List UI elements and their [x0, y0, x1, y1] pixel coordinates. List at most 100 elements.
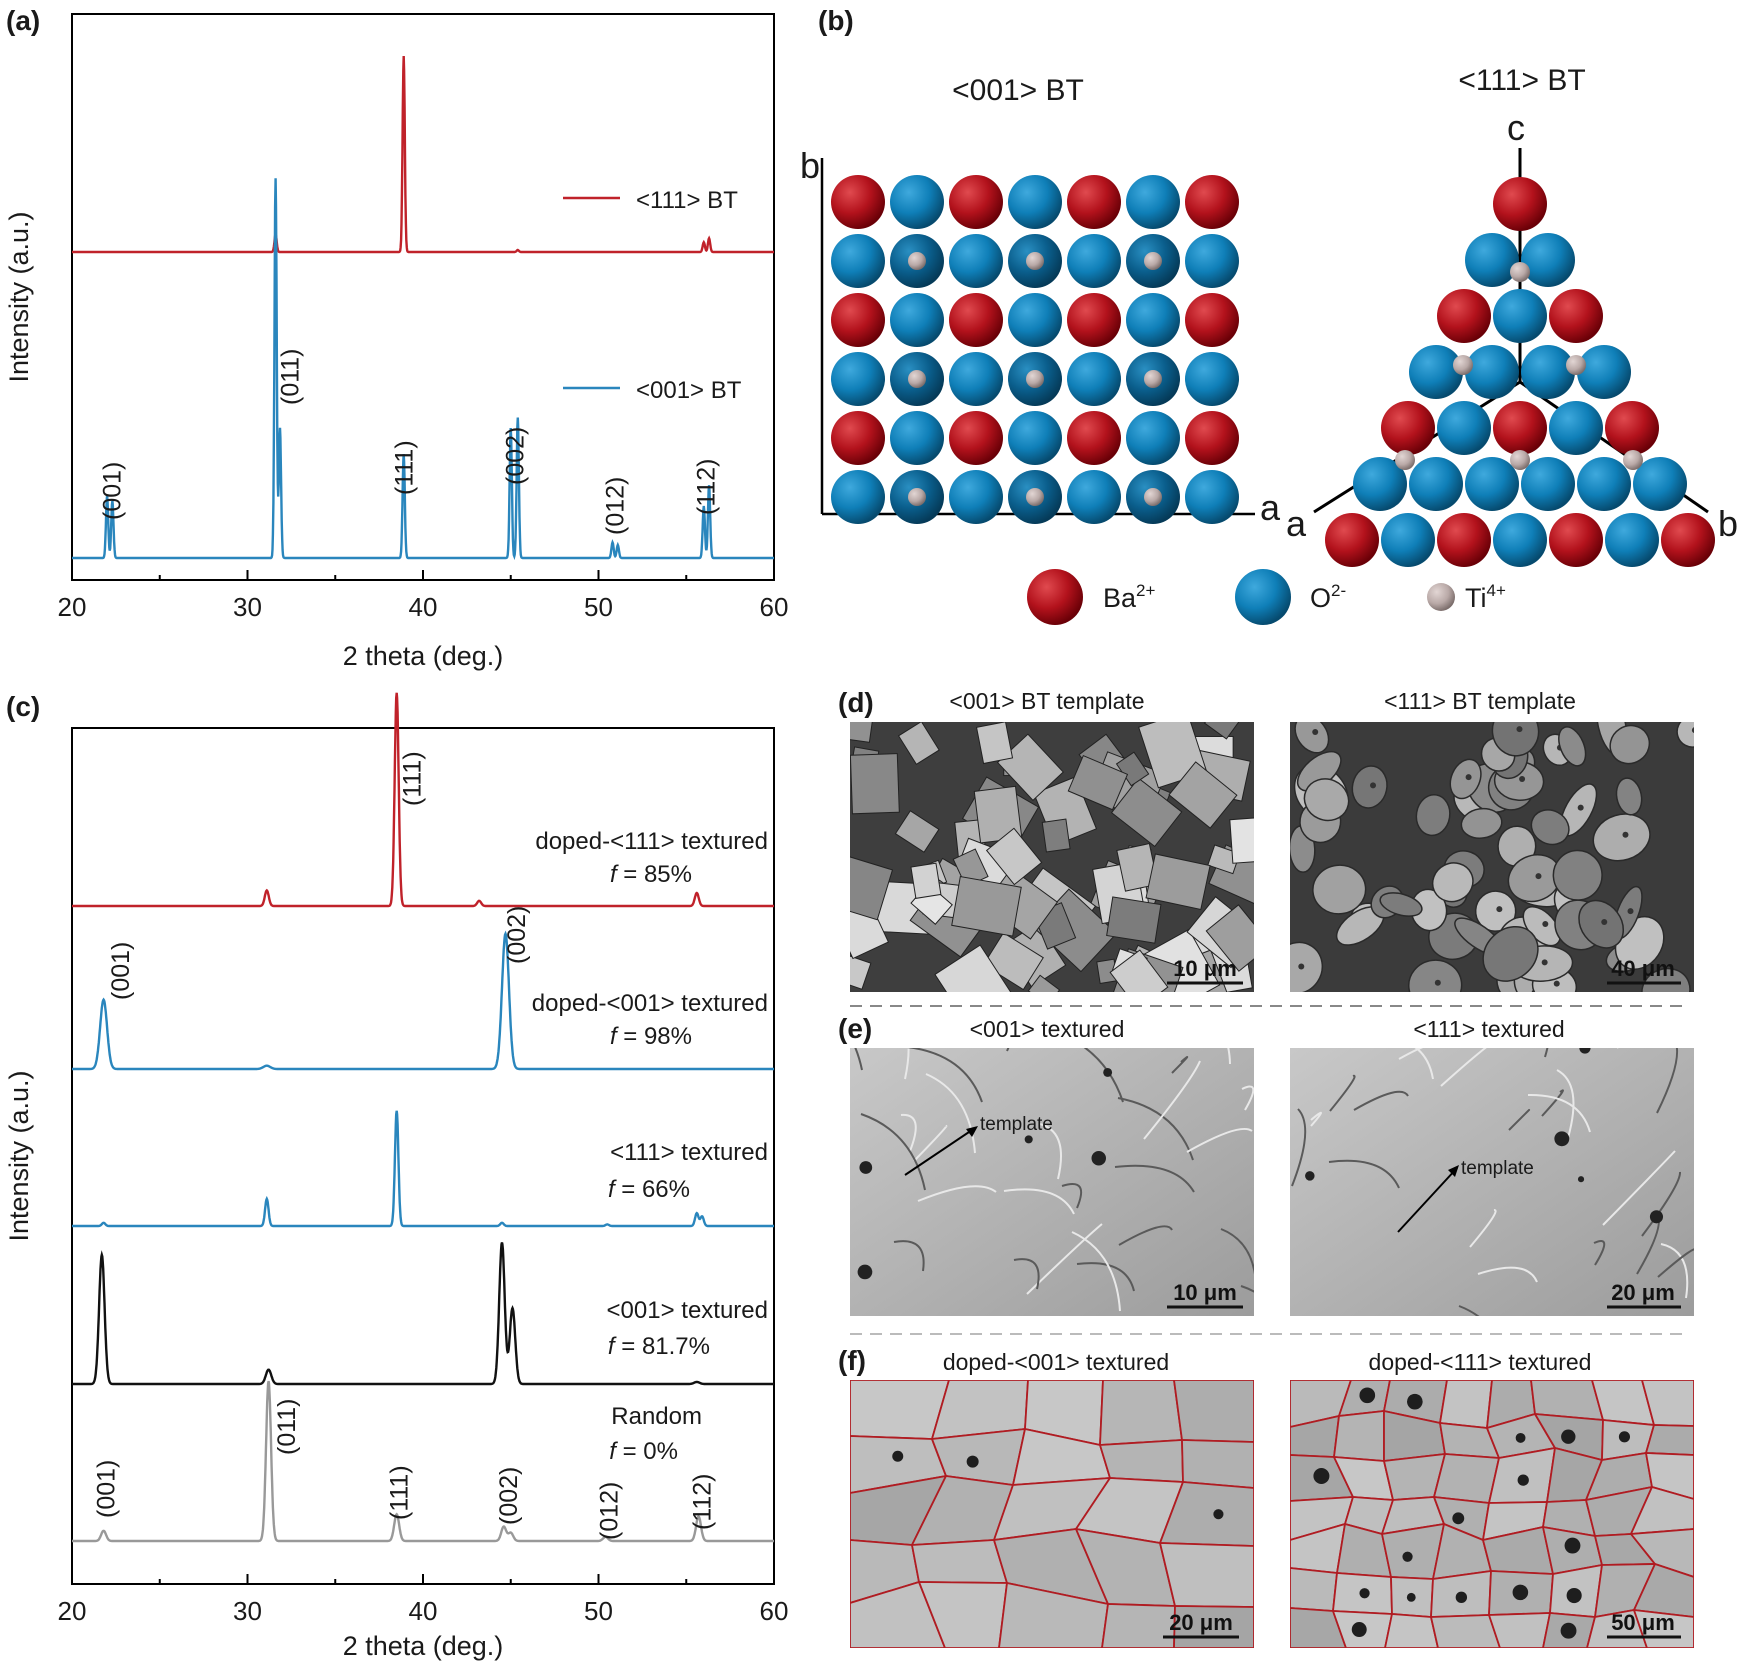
crystal-diagram: <001> BT <111> BT b a c a b Ba2+ O2- Ti4… [800, 64, 1738, 625]
o-atom [949, 470, 1003, 524]
peak-label: (002) [503, 906, 531, 964]
sem-grain [1106, 896, 1162, 944]
sem-e-right-scale: 20 μm [1611, 1280, 1675, 1305]
sem-e-left-scale: 10 μm [1173, 1280, 1237, 1305]
sem-pore [1554, 1131, 1570, 1147]
sem-e-right-arrow [1397, 1167, 1458, 1233]
sem-background [1290, 1048, 1694, 1316]
sem-pore [1496, 906, 1503, 913]
sem-grain-edge [1076, 1262, 1135, 1292]
sem-grain [1110, 777, 1183, 848]
sem-pore [1455, 1591, 1468, 1604]
x-tick-label: 40 [409, 592, 438, 622]
sem-grain-edge [1414, 1048, 1434, 1080]
sem-grain-edge [1593, 1240, 1606, 1266]
series-label-111-textured: <111> textured [610, 1139, 768, 1166]
o-atom [1067, 470, 1121, 524]
panel-d-label: (d) [838, 687, 874, 718]
o-atom [1633, 457, 1687, 511]
series-doped-001-line [72, 930, 774, 1071]
chart-a-ylabel: Intensity (a.u.) [4, 211, 34, 382]
sem-d-left-image [850, 722, 1254, 992]
sem-pore [1512, 1584, 1529, 1601]
panel-f-label: (f) [838, 1345, 866, 1376]
o-atom [890, 175, 944, 229]
series-random-line [72, 1380, 774, 1543]
sem-grain [1578, 899, 1625, 949]
sem-grain-edge [1013, 1258, 1040, 1290]
sem-grain-edge [1241, 1085, 1254, 1111]
o-legend-dot [1235, 569, 1291, 625]
o-atom [1465, 233, 1519, 287]
sem-grain [1609, 724, 1651, 765]
sem-grain-edge [1656, 1048, 1679, 1114]
sem-grain [1645, 1424, 1694, 1456]
sem-grain [1645, 1452, 1694, 1500]
sem-grain [1530, 809, 1570, 846]
o-atom [1067, 234, 1121, 288]
sem-grain [1181, 1439, 1254, 1489]
ba-atom [949, 175, 1003, 229]
panel-c-label: (c) [6, 691, 40, 722]
sem-grain-edge [1469, 1209, 1497, 1248]
sem-pore [1542, 921, 1549, 928]
sem-grain [850, 753, 900, 815]
sem-pore [1091, 1150, 1106, 1166]
sem-pore [857, 1264, 873, 1280]
sem-grain [1173, 1380, 1254, 1443]
sem-grain-edge [1143, 1060, 1201, 1140]
sem-pore [1313, 1467, 1330, 1484]
x-tick-label: 60 [760, 592, 789, 622]
sem-pore [1359, 1387, 1376, 1404]
peak-label: (011) [276, 348, 304, 405]
sem-f-right-scale: 50 μm [1611, 1610, 1675, 1635]
peak-label: (001) [107, 942, 135, 1000]
sem-grain-edge [1118, 1225, 1173, 1246]
series-001-bt-line [72, 178, 774, 561]
sem-d-right-scale: 40 μm [1611, 956, 1675, 981]
sem-grain-edge [1602, 1150, 1676, 1226]
ba-atom [949, 293, 1003, 347]
o-atom [1577, 345, 1631, 399]
sem-grain [1384, 1613, 1439, 1648]
sem-grain-edge [860, 1113, 926, 1191]
ti-atom [1144, 370, 1162, 388]
peak-label: (111) [391, 440, 419, 495]
peak-label: (011) [273, 1398, 301, 1455]
ba-atom [1067, 293, 1121, 347]
peak-label: (012) [601, 477, 629, 535]
sem-grain [910, 862, 942, 899]
sem-d-right-image [1290, 722, 1694, 992]
peak-label: (111) [385, 1465, 413, 1520]
ba-atom [1067, 411, 1121, 465]
sem-grain [1312, 864, 1367, 915]
ba-atom [1067, 175, 1121, 229]
sem-pore [1305, 1171, 1315, 1181]
o-atom [1126, 175, 1180, 229]
sem-grain [1290, 941, 1324, 992]
sem-grain [1433, 1453, 1500, 1504]
axis-111-b-label: b [1718, 503, 1738, 544]
axis-111-a-label: a [1286, 503, 1307, 544]
sem-grain [1041, 818, 1071, 853]
ba-atom [831, 293, 885, 347]
sem-grain [1290, 1567, 1338, 1612]
sem-pore [1564, 1537, 1581, 1554]
sem-pore [1515, 1432, 1526, 1443]
o-atom [1381, 513, 1435, 567]
ba-atom [1493, 177, 1547, 231]
sem-pore [1577, 1176, 1585, 1183]
sem-grain-edge [1328, 1159, 1400, 1189]
sem-grain-edge [1003, 1188, 1075, 1215]
ba-atom [1549, 513, 1603, 567]
sem-background [850, 1048, 1254, 1316]
o-atom [949, 352, 1003, 406]
title-111-bt: <111> BT [1458, 64, 1585, 97]
o-atom [1437, 401, 1491, 455]
sem-grain [1415, 794, 1451, 837]
o-atom [831, 470, 885, 524]
sem-grain [1408, 959, 1463, 992]
sem-grain [1145, 853, 1211, 911]
sem-pore [1213, 1509, 1224, 1520]
sem-grain-edge [893, 1240, 925, 1272]
